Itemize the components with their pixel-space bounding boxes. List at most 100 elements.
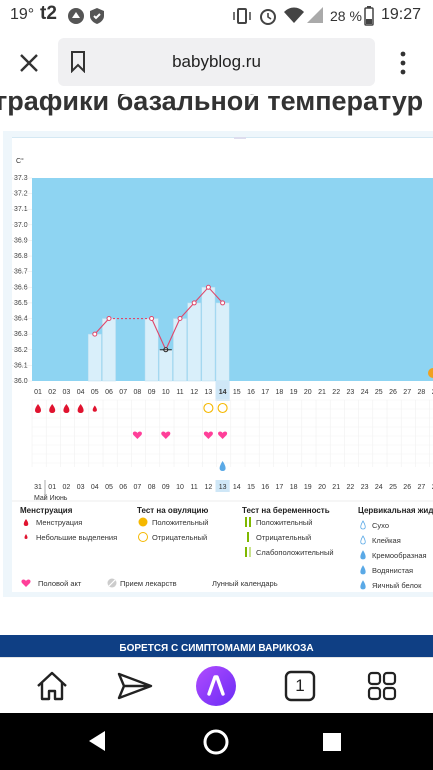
y-tick-label: 37.2 (14, 191, 28, 198)
browser-address-bar: babyblog.ru (0, 32, 433, 94)
y-tick-label: 36.4 (14, 316, 28, 323)
y-tick-label: 37.1 (14, 206, 28, 213)
y-tick-label: 36.9 (14, 237, 28, 244)
browser-toolbar: 1 (0, 657, 433, 714)
temperature-line-segment (151, 318, 167, 350)
cycle-day-label: 06 (105, 389, 113, 396)
menstruation-drop (49, 404, 56, 413)
menstruation-drop (63, 404, 70, 413)
cycle-day-label: 22 (332, 389, 340, 396)
ad-banner[interactable]: БОРЕТСЯ С СИМПТОМАМИ ВАРИКОЗА (0, 635, 433, 657)
intercourse-heart (161, 431, 171, 439)
shield-icon (90, 8, 104, 24)
y-tick-label: 36.8 (14, 253, 28, 260)
cycle-day-label: 04 (77, 389, 85, 396)
menstruation-drop (77, 404, 84, 413)
cycle-day-label: 23 (347, 389, 355, 396)
calendar-date-label: 01 (48, 484, 56, 491)
home-circle-icon[interactable] (202, 728, 230, 756)
calendar-date-label: 31 (34, 484, 42, 491)
tabs-icon (284, 670, 316, 702)
tabs-button[interactable]: 1 (278, 664, 322, 708)
legend-cervical-label: Водянистая (372, 566, 413, 575)
temperature-bar (158, 349, 173, 382)
temperature-line-segment (165, 318, 181, 350)
cycle-day-label: 08 (134, 389, 142, 396)
calendar-date-label: 17 (276, 484, 284, 491)
wifi-icon (284, 7, 304, 23)
legend-pregnancy-weak-label: Слабоположительный (256, 548, 334, 557)
legend-cervical-icon (360, 535, 366, 545)
bookmark-icon[interactable] (70, 51, 86, 73)
calendar-date-label: 04 (91, 484, 99, 491)
y-tick-label: 36.3 (14, 331, 28, 338)
calendar-date-label: 02 (63, 484, 71, 491)
legend-ovulation-negative-label: Отрицательный (152, 533, 207, 542)
cycle-day-label: 21 (318, 389, 326, 396)
battery-percent: 28 % (330, 8, 362, 24)
alice-assistant-icon[interactable] (194, 664, 238, 708)
bbt-chart-panel: C° 37.3 37.2 37.1 37.0 36.9 36.8 36.7 36.6 36.5 36… (12, 133, 433, 592)
calendar-date-label: 09 (162, 484, 170, 491)
intercourse-heart (218, 431, 228, 439)
intercourse-heart (203, 431, 213, 439)
calendar-date-label: 10 (176, 484, 184, 491)
clock: 19:27 (381, 6, 422, 23)
vibrate-icon (233, 8, 251, 24)
close-icon[interactable] (18, 52, 40, 74)
calendar-date-label: 18 (290, 484, 298, 491)
temperature-line-segment (94, 318, 110, 335)
recents-icon[interactable] (321, 731, 343, 753)
cycle-day-label: 10 (162, 389, 170, 396)
cycle-day-label: 24 (361, 389, 369, 396)
share-icon[interactable] (113, 664, 157, 708)
cycle-day-label: 26 (389, 389, 397, 396)
legend-medication-icon-stroke (108, 579, 116, 587)
cycle-day-label: 17 (261, 389, 269, 396)
system-navigation-bar (0, 713, 433, 770)
today-column-header (215, 381, 230, 401)
more-vert-icon[interactable] (396, 50, 410, 76)
cycle-day-label: 03 (63, 389, 71, 396)
legend-cervical-title: Цервикальная жидк (358, 506, 433, 515)
legend-cervical-label: Сухо (372, 521, 389, 530)
temperature-point (177, 316, 183, 322)
temperature-line-segment (179, 302, 195, 319)
legend-ovulation-title: Тест на овуляцию (137, 506, 208, 515)
calendar-date-label: 11 (191, 484, 198, 491)
calendar-date-label: 07 (134, 484, 142, 491)
calendar-date-label: 16 (261, 484, 269, 491)
ovulation-test-negative (217, 402, 228, 414)
y-tick-label: 37.3 (14, 175, 28, 182)
url-field[interactable]: babyblog.ru (58, 38, 375, 86)
legend-cervical-icon (360, 520, 366, 530)
y-tick-label: 36.2 (14, 347, 28, 354)
legend-spotting-label: Небольшие выделения (36, 533, 117, 542)
calendar-date-label: 14 (233, 484, 241, 491)
calendar-date-label: 21 (332, 484, 340, 491)
y-tick-label: 36.1 (14, 362, 28, 369)
temperature-bar (187, 302, 202, 382)
y-axis-label: C° (16, 157, 24, 165)
cycle-day-label: 05 (91, 389, 99, 396)
cycle-day-label: 20 (304, 389, 312, 396)
calendar-date-label: 03 (77, 484, 85, 491)
legend-cervical-icon (360, 550, 366, 560)
temperature-bar (87, 333, 102, 382)
legend-pregnancy-positive-label: Положительный (256, 518, 312, 527)
legend-ovulation-negative-icon (138, 532, 148, 542)
legend-ovulation-positive-label: Положительный (152, 518, 208, 527)
calendar-date-label: 05 (105, 484, 113, 491)
legend-pregnancy-negative-icon (247, 532, 249, 542)
y-tick-label: 36.5 (14, 300, 28, 307)
home-icon[interactable] (30, 664, 74, 708)
grid-icon[interactable] (360, 664, 404, 708)
calendar-date-label: 26 (403, 484, 411, 491)
status-bar: 19° t2 28 % 19:27 (0, 0, 433, 32)
legend-cervical-label: Кремообразная (372, 551, 427, 560)
legend-cervical-label: Яичный белок (372, 581, 422, 590)
back-icon[interactable] (85, 729, 109, 753)
month-labels: Май Июнь (34, 494, 68, 502)
legend-menstruation-label: Менструация (36, 518, 82, 527)
cycle-day-label: 25 (375, 389, 383, 396)
